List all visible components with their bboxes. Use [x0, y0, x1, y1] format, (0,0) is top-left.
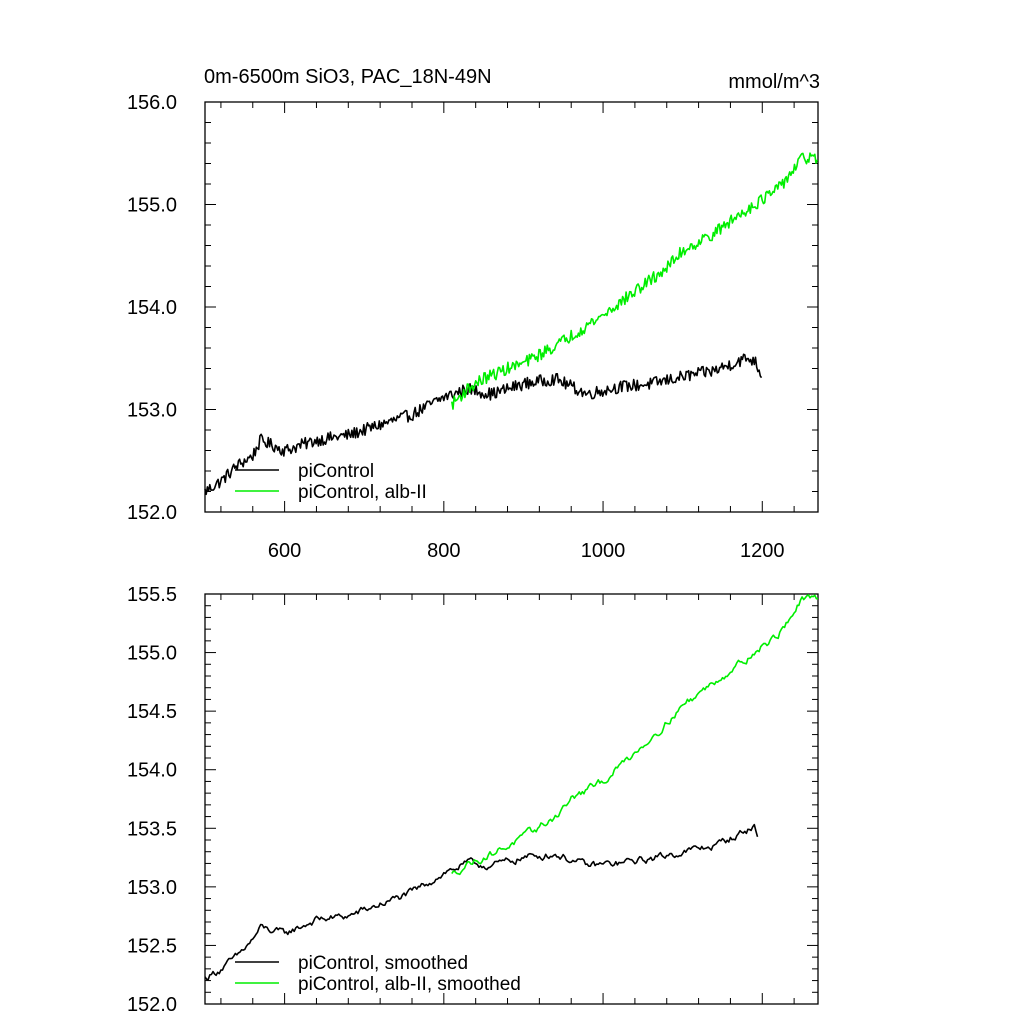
y-tick-label: 153.0	[127, 400, 177, 422]
y-tick-label: 155.5	[127, 584, 177, 606]
y-tick-label: 156.0	[127, 92, 177, 114]
x-tick-label: 600	[268, 540, 301, 562]
y-tick-label: 155.0	[127, 643, 177, 665]
alb-series-line	[451, 594, 819, 876]
y-tick-label: 152.5	[127, 935, 177, 957]
bottom-panel: 152.0 152.5 153.0 153.5 154.0 154.5 155.0 155.5…	[127, 584, 819, 1016]
y-tick-label: 155.0	[127, 195, 177, 217]
legend-label-1: piControl, alb-II	[298, 482, 427, 503]
y-tick-label: 154.0	[127, 760, 177, 782]
y-tick-label: 154.0	[127, 297, 177, 319]
y-tick-label: 152.0	[127, 502, 177, 524]
plot-frame	[204, 593, 819, 1005]
alb-series-line	[451, 152, 818, 410]
legend-label-0: piControl, smoothed	[298, 953, 468, 974]
figure-units: mmol/m^3	[728, 71, 820, 93]
x-tick-label: 1000	[581, 540, 626, 562]
plot-frame	[204, 101, 819, 513]
y-tick-label: 153.0	[127, 877, 177, 899]
x-tick-label: 1200	[740, 540, 785, 562]
x-tick-label: 800	[427, 540, 460, 562]
legend-label-1: piControl, alb-II, smoothed	[298, 974, 521, 995]
y-tick-label: 152.0	[127, 994, 177, 1016]
top-panel: 600 800 1000 1200 152.0 153.0 154.0 155.0 156.0 p…	[127, 92, 819, 562]
control-series-line	[204, 353, 763, 496]
control-series-line	[204, 823, 759, 981]
legend-label-0: piControl	[298, 461, 374, 482]
y-tick-label: 153.5	[127, 818, 177, 840]
figure-title: 0m-6500m SiO3, PAC_18N-49N	[204, 66, 492, 88]
y-tick-label: 154.5	[127, 701, 177, 723]
